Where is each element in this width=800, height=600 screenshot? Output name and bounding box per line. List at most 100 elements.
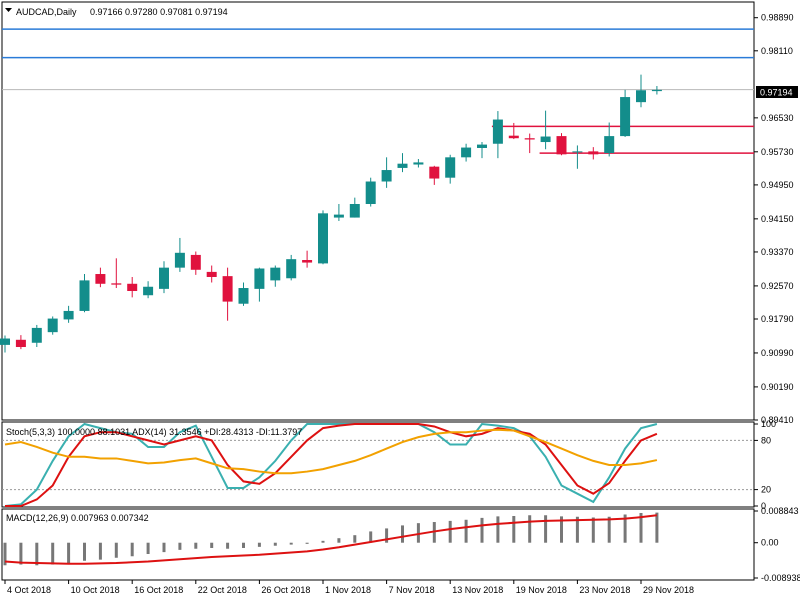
macd-bar: [305, 542, 309, 544]
candle-body: [111, 283, 122, 285]
candle-body: [238, 288, 249, 304]
macd-bar: [130, 542, 134, 557]
time-tick-label: 1 Nov 2018: [325, 585, 371, 595]
macd-bar: [19, 542, 23, 565]
candle-body: [333, 214, 344, 218]
macd-bar: [273, 542, 277, 546]
stoch-tick-label: 80: [761, 435, 771, 445]
stoch-adx-title: Stoch(5,3,3) 100.0000 88.1031 ADX(14) 31…: [6, 427, 302, 437]
time-tick-label: 4 Oct 2018: [7, 585, 51, 595]
time-axis: 4 Oct 2018 10 Oct 2018 16 Oct 2018 22 Oct 2…: [4, 580, 694, 595]
current-price-label: 0.97194: [760, 88, 793, 98]
price-tick-label: 0.94150: [761, 214, 794, 224]
macd-bar: [560, 516, 563, 543]
stoch-adx-lines: [2, 422, 754, 507]
candle-body: [174, 252, 185, 268]
price-panel: [1, 1, 755, 421]
triangle-down-icon[interactable]: [5, 8, 12, 12]
candle-body: [477, 144, 487, 148]
macd-bar: [480, 517, 484, 543]
macd-bar: [51, 542, 55, 565]
symbol-label: AUDCAD,Daily: [16, 7, 77, 17]
macd-bar: [607, 516, 611, 543]
time-tick-label: 26 Oct 2018: [261, 585, 310, 595]
stoch-tick-label: 100: [761, 419, 776, 429]
candle-body: [127, 283, 138, 291]
time-tick-label: 22 Oct 2018: [198, 585, 247, 595]
macd-bar: [146, 542, 150, 554]
candle-body: [651, 89, 662, 92]
candle-body: [365, 181, 376, 204]
price-axis: 0.98890 0.98110 0.96530 0.95730 0.94950 0.941…: [754, 13, 800, 583]
candle-body: [397, 163, 408, 168]
series-adx: [4, 428, 658, 475]
macd-bar: [591, 517, 595, 543]
macd-bar: [464, 519, 468, 543]
price-tick-label: 0.94950: [761, 180, 794, 190]
candle-body: [0, 338, 10, 345]
macd-bar: [416, 523, 420, 543]
candle-body: [508, 135, 519, 139]
time-tick-label: 7 Nov 2018: [389, 585, 435, 595]
macd-bar: [575, 516, 579, 543]
candle-body: [143, 286, 154, 296]
price-candles: [0, 28, 754, 353]
price-tick-label: 0.90990: [761, 348, 794, 358]
macd-title: MACD(12,26,9) 0.007963 0.007342: [6, 513, 149, 523]
price-tick-label: 0.91790: [761, 314, 794, 324]
candle-body: [159, 267, 169, 289]
price-tick-label: 0.92570: [761, 281, 794, 291]
price-tick-label: 0.90190: [761, 382, 794, 392]
price-tick-label: 0.93370: [761, 247, 794, 257]
macd-bar: [257, 542, 261, 547]
price-tick-label: 0.98890: [761, 13, 794, 23]
candle-body: [604, 136, 615, 154]
candle-body: [381, 170, 392, 182]
macd-bar: [194, 542, 198, 549]
macd-bar: [226, 542, 230, 549]
macd-bar: [35, 542, 39, 566]
price-tick-label: 0.96530: [761, 113, 794, 123]
macd-tick-label: 0.008843: [761, 506, 799, 516]
series-stoch-signal: [5, 423, 658, 507]
macd-bar: [337, 538, 341, 543]
candle-body: [524, 138, 535, 140]
candle-body: [429, 166, 440, 179]
macd-bar: [242, 542, 245, 548]
candle-body: [286, 259, 297, 279]
time-tick-label: 23 Nov 2018: [579, 585, 630, 595]
candle-body: [588, 151, 599, 155]
macd-bar: [544, 515, 548, 543]
time-tick-label: 13 Nov 2018: [452, 585, 503, 595]
macd-bar: [114, 542, 118, 558]
time-tick-label: 29 Nov 2018: [643, 585, 694, 595]
candle-body: [95, 274, 106, 284]
macd-bar: [623, 514, 627, 543]
candle-body: [31, 327, 42, 343]
candle-body: [79, 280, 90, 311]
macd-bar: [369, 531, 373, 543]
macd-tick-label: -0.008938: [761, 573, 800, 583]
macd-bar: [3, 542, 7, 566]
candle-body: [413, 162, 424, 165]
time-tick-label: 10 Oct 2018: [71, 585, 120, 595]
time-tick-label: 19 Nov 2018: [516, 585, 567, 595]
candle-body: [349, 203, 360, 218]
candle-body: [222, 276, 233, 302]
candle-body: [270, 267, 281, 281]
time-tick-label: 16 Oct 2018: [134, 585, 183, 595]
macd-tick-label: 0.00: [761, 538, 779, 548]
candle-body: [15, 339, 26, 348]
candle-body: [206, 271, 217, 277]
candle-body: [620, 97, 631, 137]
ohlc-label: 0.97166 0.97280 0.97081 0.97194: [90, 7, 228, 17]
macd-panel: [1, 508, 755, 581]
macd-bar: [67, 542, 71, 564]
stoch-tick-label: 20: [761, 485, 771, 495]
macd-bar: [353, 535, 357, 543]
macd-bar: [162, 542, 166, 553]
candle-body: [302, 260, 313, 263]
candle-body: [254, 268, 265, 289]
candle-body: [47, 318, 58, 333]
